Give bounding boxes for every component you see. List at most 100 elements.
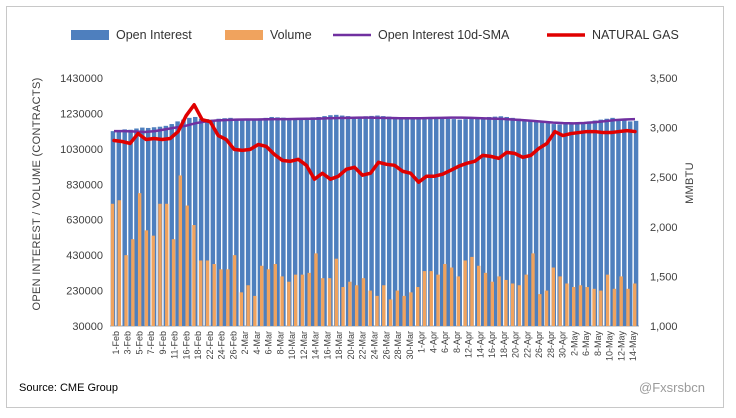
x-tick-label: 18-Apr bbox=[499, 331, 509, 358]
volume-bar bbox=[198, 260, 203, 326]
open-interest-bar bbox=[269, 116, 274, 326]
legend-label-volume: Volume bbox=[270, 28, 312, 42]
open-interest-bar bbox=[140, 127, 145, 326]
open-interest-bar bbox=[528, 120, 533, 326]
volume-bar bbox=[165, 203, 169, 326]
x-tick-label: 30-Apr bbox=[558, 331, 568, 358]
open-interest-bar bbox=[439, 118, 445, 326]
volume-bar bbox=[307, 272, 311, 326]
x-tick-label: 14-May bbox=[628, 331, 638, 362]
volume-bar bbox=[517, 285, 522, 326]
open-interest-bar bbox=[539, 122, 545, 326]
open-interest-bar bbox=[334, 114, 339, 326]
open-interest-bar bbox=[516, 118, 521, 327]
x-tick-label: 10-May bbox=[605, 331, 615, 362]
volume-bar bbox=[463, 260, 467, 326]
chart-frame: Open Interest Volume Open Interest 10d-S… bbox=[6, 6, 724, 408]
volume-bar bbox=[185, 205, 189, 326]
volume-bar bbox=[633, 283, 637, 326]
open-interest-bar bbox=[363, 116, 368, 326]
open-interest-bar bbox=[228, 117, 233, 326]
volume-bar bbox=[585, 287, 589, 326]
volume-bar bbox=[300, 274, 305, 326]
volume-bar bbox=[551, 267, 556, 326]
y-left-tick-label: 30000 bbox=[72, 321, 103, 333]
x-tick-label: 28-Mar bbox=[393, 331, 403, 360]
open-interest-bar bbox=[357, 116, 363, 327]
volume-bar bbox=[226, 269, 230, 326]
y-right-tick-label: 2,000 bbox=[650, 222, 678, 234]
open-interest-bar bbox=[386, 116, 392, 327]
volume-bar bbox=[117, 200, 121, 326]
volume-bar bbox=[273, 264, 277, 326]
open-interest-bar bbox=[310, 117, 316, 326]
volume-bar bbox=[436, 274, 440, 326]
x-tick-label: 5-Feb bbox=[134, 331, 144, 355]
x-tick-label: 2-Mar bbox=[240, 331, 250, 355]
open-interest-bar bbox=[475, 118, 480, 326]
open-interest-bar bbox=[486, 116, 492, 326]
open-interest-bar bbox=[416, 118, 421, 327]
volume-bar bbox=[334, 258, 339, 326]
open-interest-bar bbox=[181, 119, 186, 326]
volume-bar bbox=[578, 285, 583, 326]
open-interest-bar bbox=[404, 117, 410, 326]
x-tick-label: 18-Feb bbox=[193, 331, 203, 360]
bars-group bbox=[110, 114, 639, 327]
open-interest-bar bbox=[451, 119, 457, 326]
volume-bar bbox=[144, 230, 149, 326]
x-tick-label: 9-Feb bbox=[158, 331, 168, 355]
open-interest-bar bbox=[622, 120, 627, 326]
volume-bar bbox=[558, 276, 562, 326]
x-tick-label: 1-Apr bbox=[417, 331, 427, 353]
volume-bar bbox=[137, 193, 142, 326]
x-tick-label: 26-Mar bbox=[381, 331, 391, 360]
volume-bar bbox=[565, 283, 569, 326]
open-interest-bar bbox=[204, 119, 210, 326]
volume-bar bbox=[314, 253, 318, 326]
open-interest-bar bbox=[627, 121, 633, 327]
volume-bar bbox=[327, 278, 332, 326]
volume-bar bbox=[477, 265, 481, 326]
volume-bar bbox=[212, 264, 216, 326]
open-interest-bar bbox=[610, 117, 615, 326]
x-tick-label: 7-Feb bbox=[146, 331, 156, 355]
lines-group bbox=[112, 103, 637, 184]
open-interest-bar bbox=[251, 119, 257, 327]
open-interest-bar bbox=[575, 122, 580, 326]
x-tick-label: 22-Mar bbox=[358, 331, 368, 360]
open-interest-bar bbox=[287, 118, 292, 327]
open-interest-bar bbox=[533, 121, 539, 327]
volume-bar bbox=[422, 271, 427, 326]
y-left-tick-label: 230000 bbox=[66, 286, 103, 298]
open-interest-bar bbox=[510, 117, 515, 326]
volume-bar bbox=[131, 239, 135, 326]
volume-bar bbox=[253, 295, 257, 326]
x-tick-label: 24-Feb bbox=[217, 331, 227, 360]
volume-bar bbox=[293, 274, 298, 326]
x-tick-label: 8-Apr bbox=[452, 331, 462, 353]
volume-bar bbox=[348, 281, 352, 326]
open-interest-bar bbox=[281, 117, 286, 327]
y-axis-right-ticks: 3,500 3,000 2,500 2,000 1,500 1,000 bbox=[650, 73, 678, 333]
volume-bar bbox=[531, 253, 535, 326]
open-interest-bar bbox=[633, 120, 639, 327]
x-tick-label: 6-Mar bbox=[264, 331, 274, 355]
y-right-tick-label: 1,000 bbox=[650, 321, 678, 333]
x-tick-label: 14-Mar bbox=[311, 331, 321, 360]
volume-bar bbox=[239, 292, 244, 326]
open-interest-bar bbox=[328, 115, 333, 326]
open-interest-bar bbox=[257, 118, 263, 327]
open-interest-bar bbox=[563, 123, 568, 326]
y-left-tick-label: 830000 bbox=[66, 179, 103, 191]
volume-bar bbox=[524, 274, 528, 326]
volume-bar bbox=[470, 256, 474, 326]
volume-bar bbox=[510, 283, 515, 326]
open-interest-bar bbox=[345, 116, 351, 326]
open-interest-bar bbox=[187, 117, 192, 326]
legend-label-open-interest: Open Interest bbox=[116, 28, 192, 42]
legend-swatch-open-interest bbox=[71, 30, 109, 40]
volume-bar bbox=[368, 290, 372, 326]
open-interest-bar bbox=[592, 120, 598, 326]
watermark: @Fxsrsbcn bbox=[639, 380, 705, 395]
